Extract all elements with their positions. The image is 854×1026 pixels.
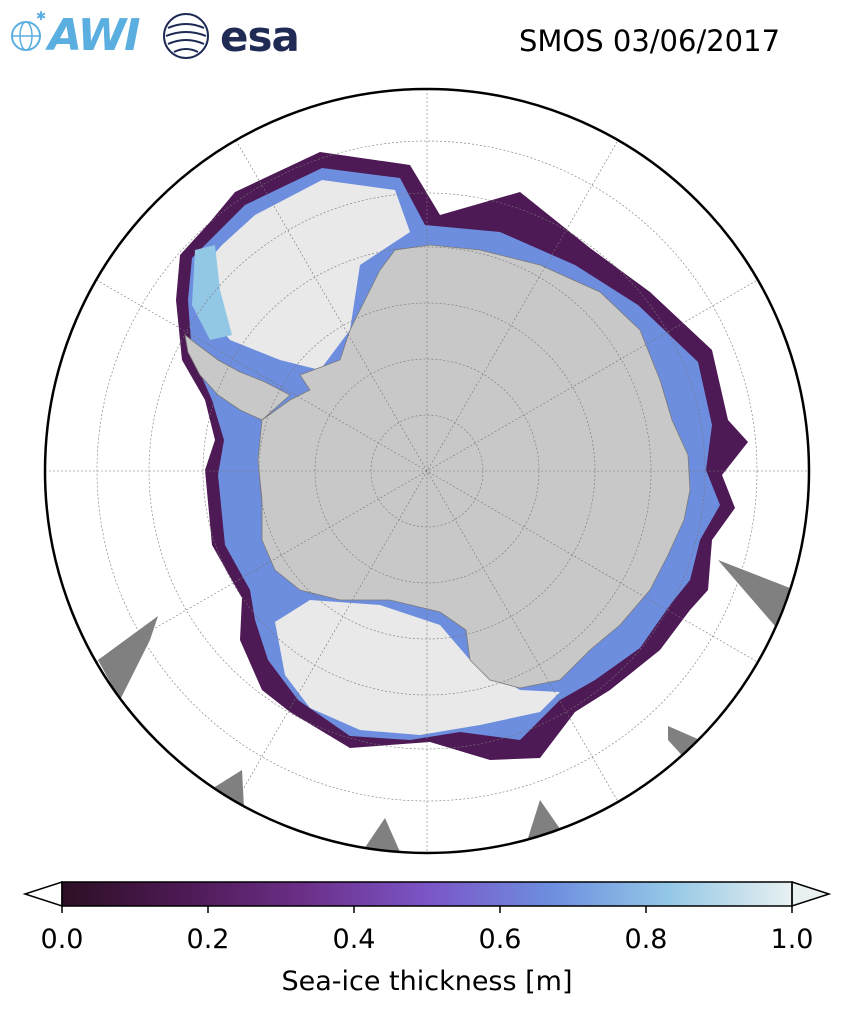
awi-logo-text: AWI [48,10,141,61]
esa-logo-icon [163,13,209,59]
esa-logo-text: esa [220,12,300,61]
colorbar-extend-max [791,880,832,908]
awi-logo-icon: ✱ [11,9,46,51]
antarctica-land [257,244,691,689]
colorbar-tick-label: 0.0 [40,924,84,955]
colorbar-tick-label: 0.4 [332,924,376,955]
colorbar-label: Sea-ice thickness [m] [281,966,573,997]
sea-ice-thick-ross [275,600,560,735]
colorbar-tick-label: 0.2 [186,924,230,955]
svg-text:✱: ✱ [36,9,46,23]
antarctic-peninsula [184,334,291,421]
colorbar-tick-label: 0.6 [478,924,522,955]
colorbar-gradient [62,882,792,906]
graticule [45,89,809,853]
colorbar-ticks [61,906,793,913]
colorbar-extend-min [22,880,63,908]
colorbar-tick-label: 1.0 [770,924,814,955]
sea-ice-thick [200,180,410,370]
sea-ice-patch-weddell [192,245,232,340]
colorbar-tick-label: 0.8 [624,924,668,955]
colorbar [22,880,832,913]
map-boundary [43,87,811,855]
map-title: SMOS 03/06/2017 [519,24,781,58]
